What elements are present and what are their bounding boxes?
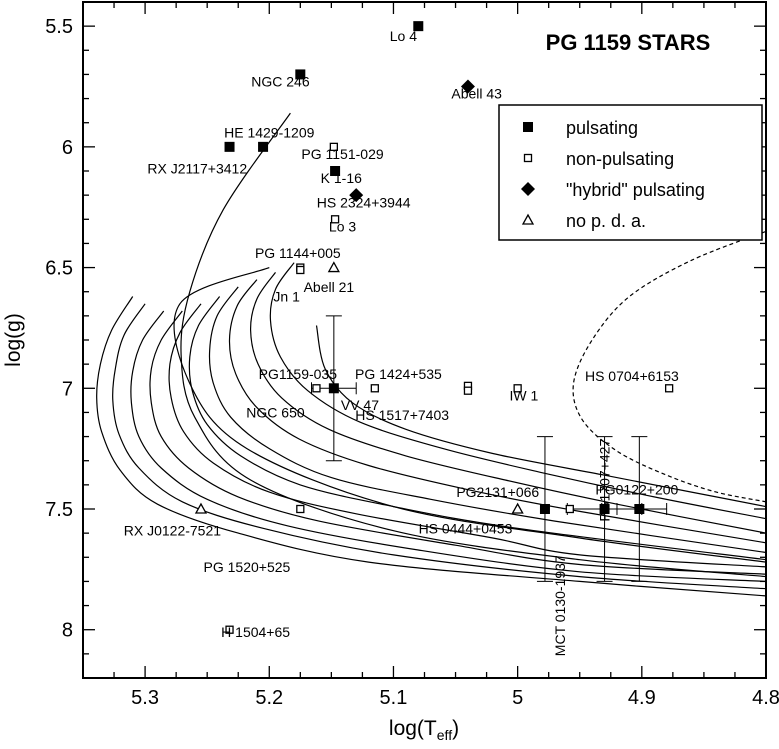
point-pg2131-066 (539, 504, 550, 514)
evolutionary-tracks (96, 112, 766, 597)
point-jn-1 (296, 265, 305, 275)
label-hs-2324-3944: HS 2324+3944 (317, 194, 411, 210)
label-pg0122-200: PG0122+200 (595, 482, 678, 498)
point-ngc-650 (312, 384, 321, 393)
x-tick-label: 5.1 (380, 687, 408, 709)
track-9 (208, 286, 766, 554)
label-abell-21: Abell 21 (304, 279, 355, 295)
legend-label-filled-diamond: "hybrid" pulsating (566, 180, 705, 200)
point-pg-1520-525 (296, 504, 305, 514)
point-iw-1 (513, 384, 522, 393)
y-tick-label: 5.5 (45, 16, 73, 38)
point-hs-0704-6153 (664, 384, 674, 393)
point-lo-3 (330, 215, 340, 224)
legend-marker-open-square (523, 153, 533, 163)
label-iw-1: IW 1 (509, 388, 538, 404)
point-he-1429-1209 (258, 141, 269, 152)
track-11 (249, 272, 766, 534)
label-k-1-16: K 1-16 (321, 170, 362, 186)
label-h-1504-65: H 1504+65 (221, 624, 290, 640)
y-tick-label: 8 (62, 620, 73, 642)
point-h-1504-65 (225, 625, 234, 634)
y-tick-label: 7 (62, 378, 73, 400)
legend-label-filled-square: pulsating (566, 118, 638, 138)
x-tick-label: 5.2 (255, 687, 283, 709)
point-pg-1151-029 (329, 142, 338, 152)
point-abell-43 (460, 79, 475, 94)
point-pg1159-035 (328, 383, 339, 394)
x-tick-label: 5.3 (131, 687, 159, 709)
label-he-1429-1209: HE 1429-1209 (224, 124, 315, 140)
point-hs-0444-0453 (565, 504, 574, 514)
y-tick-label: 6 (62, 137, 73, 159)
point-ngc-246 (295, 69, 306, 80)
label-pg-1151-029: PG 1151-029 (301, 146, 383, 162)
track-7 (168, 303, 766, 568)
point-hs-2324-3944 (349, 188, 364, 203)
chart-title: PG 1159 STARS (546, 30, 711, 55)
label-abell-43: Abell 43 (451, 86, 502, 102)
label-pg-1520-525: PG 1520+525 (204, 559, 291, 575)
y-tick-label: 7.5 (45, 499, 73, 521)
label-ngc-650: NGC 650 (246, 404, 305, 420)
track-4 (112, 303, 766, 590)
label-ngc-246: NGC 246 (251, 74, 310, 90)
x-tick-label: 4.9 (628, 687, 656, 709)
label-lo-3: Lo 3 (329, 219, 356, 235)
point-pg1707-427 (599, 504, 610, 514)
track-2 (173, 267, 766, 563)
track-6 (149, 310, 766, 575)
point-pg0122-200 (634, 504, 645, 514)
y-tick-label: 6.5 (45, 258, 73, 280)
point-vv-47 (370, 384, 379, 393)
legend-label-open-square: non-pulsating (566, 149, 674, 169)
axis-ticks: 5.3 5.2 5.1 5 4.9 4.8 5.5 6 6.5 7 7.5 8 (45, 2, 779, 709)
point-k-1-16 (330, 166, 341, 176)
y-axis-label: log(g) (2, 313, 25, 367)
label-lo-4: Lo 4 (390, 28, 417, 44)
point-abell-21 (327, 261, 340, 273)
label-rx-j2117-3412: RX J2117+3412 (147, 161, 247, 177)
track-1 (180, 112, 766, 578)
track-10 (228, 279, 766, 544)
legend-label-open-triangle: no p. d. a. (566, 211, 646, 231)
point-lo-4 (413, 21, 424, 32)
x-axis-label: log(Teff) (389, 717, 459, 743)
label-jn-1: Jn 1 (273, 289, 300, 305)
star-labels: Lo 4 NGC 246 Abell 43 HE 1429-1209 RX J2117+… (124, 28, 679, 656)
legend-box (498, 104, 763, 241)
label-pg-1144-005: PG 1144+005 (255, 245, 341, 261)
point-rx-j0122-7521 (194, 502, 208, 514)
legend-marker-open-triangle (521, 213, 535, 225)
legend: pulsating non-pulsating "hybrid" pulsating… (498, 104, 763, 241)
label-rx-j0122-7521: RX J0122-7521 (124, 523, 222, 539)
track-5 (130, 310, 766, 582)
point-hs-1517-7403 (463, 386, 473, 395)
label-pg2131-066: PG2131+066 (456, 484, 539, 500)
track-13 (315, 325, 766, 508)
label-pg-1424-535: PG 1424+535 (355, 366, 442, 382)
track-8 (188, 296, 766, 561)
x-tick-label: 4.8 (752, 687, 779, 709)
legend-marker-filled-square (523, 122, 533, 132)
label-mct-0130-1937: MCT 0130-1937 (552, 555, 568, 656)
data-points (194, 21, 674, 634)
track-12 (269, 262, 766, 520)
track-3 (96, 296, 766, 597)
label-vv-47: VV 47 (341, 397, 379, 413)
x-tick-label: 5 (512, 687, 523, 709)
point-rx-j2117-3412 (224, 141, 235, 152)
label-hs-0704-6153: HS 0704+6153 (585, 368, 679, 384)
label-pg1707-427: PG1707+427 (597, 439, 613, 522)
point-mct-0130-1937 (511, 502, 524, 514)
instability-strip-edge (572, 230, 766, 503)
instability-strip (572, 230, 766, 503)
label-pg1159-035: PG1159-035 (259, 366, 338, 382)
legend-marker-filled-diamond (521, 182, 535, 196)
label-hs-0444-0453: HS 0444+0453 (419, 520, 513, 536)
label-hs-1517-7403: HS 1517+7403 (355, 407, 449, 423)
